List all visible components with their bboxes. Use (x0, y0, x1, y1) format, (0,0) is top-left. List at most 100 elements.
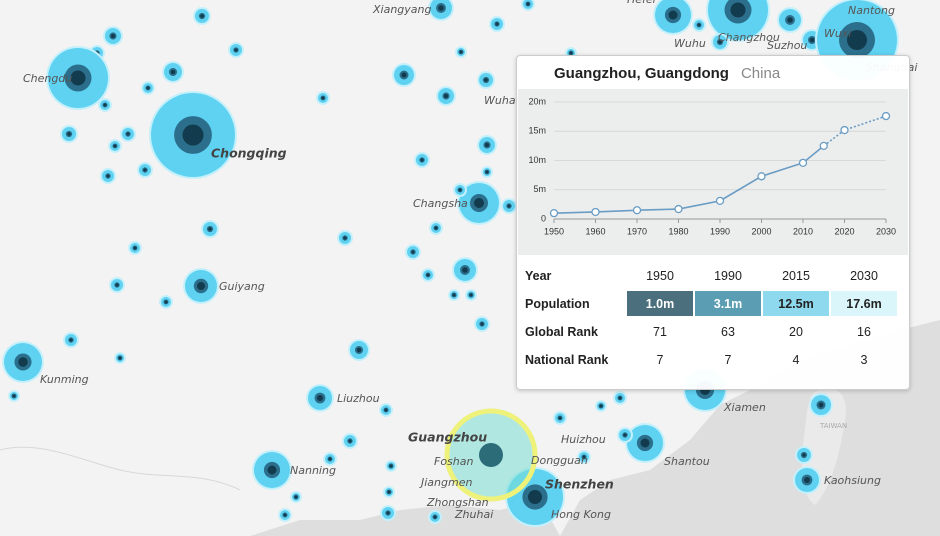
bubble-center (267, 465, 277, 475)
table-row: Population 1.0m 3.1m 12.5m 17.6m (523, 291, 897, 316)
bubble-center (730, 2, 746, 18)
bubble-center (787, 17, 793, 23)
tooltip-country: China (740, 65, 781, 82)
bubble-center (170, 69, 176, 75)
y-tick-label: 0 (541, 213, 546, 223)
city-label: Xiangyang (372, 3, 432, 16)
bubble-center (106, 174, 110, 178)
cell: 1.0m (627, 291, 693, 316)
bubble-center (809, 37, 815, 43)
point (819, 141, 828, 151)
bubble-center (111, 34, 115, 38)
x-tick-label: 1950 (544, 226, 564, 236)
bubble-center (401, 72, 407, 78)
point (674, 204, 683, 214)
x-tick-label: 1990 (710, 226, 730, 236)
cell: 63 (721, 324, 735, 339)
tooltip-table: Year 1950 1990 2015 2030 Population 1.0m 3.1m 12… (521, 260, 899, 375)
point (840, 125, 849, 135)
bubble-center (426, 273, 430, 277)
city-label: Guangzhou (408, 430, 487, 445)
point (632, 206, 642, 215)
bubble-center (804, 477, 810, 483)
tooltip-title: Guangzhou, Guangdong (554, 65, 729, 82)
city-label: Jiangmen (419, 476, 472, 489)
city-label: Nanning (290, 464, 336, 477)
city-label: Chengdu (23, 72, 72, 85)
row-label: Global Rank (525, 324, 598, 339)
bubble-center (569, 51, 573, 55)
table-row: Global Rank 71 63 20 16 (523, 319, 897, 344)
bubble-center (67, 132, 71, 136)
bubble-center (462, 267, 468, 273)
bubble-center (328, 457, 332, 461)
city-label: Wuhan (484, 94, 523, 107)
cell: 3 (860, 352, 868, 367)
bubble-center (558, 416, 562, 420)
x-tick-label: 2010 (793, 226, 813, 236)
bubble-center (343, 236, 347, 240)
x-tick-label: 2000 (751, 226, 771, 236)
bubble-center (146, 86, 150, 90)
bubble-center (411, 250, 415, 254)
city-label: Zhuhai (454, 508, 493, 521)
bubble-center (444, 94, 448, 98)
bubble-center (103, 103, 107, 107)
bubble-center (126, 132, 130, 136)
bubble-center (387, 490, 391, 494)
y-tick-label: 5m (533, 184, 546, 194)
bubble-center (485, 143, 489, 147)
bubble-center (469, 293, 473, 297)
city-label: Wuhu (674, 37, 706, 50)
bubble-center (618, 396, 622, 400)
bubble-center (526, 2, 530, 6)
cell: 7 (656, 352, 664, 367)
bubble-center (452, 293, 456, 297)
point (549, 209, 559, 218)
city-label: Shenzhen (545, 477, 614, 492)
y-tick-label: 10m (528, 155, 546, 165)
city-label: Wuxi (824, 27, 851, 40)
bubble-center (118, 356, 122, 360)
city-label: Kaohsiung (824, 474, 881, 487)
point (757, 172, 766, 181)
line-projected (823, 115, 887, 147)
bubble-center (386, 511, 390, 515)
city-label: Chongqing (211, 146, 287, 161)
city-label: TAIWAN (819, 422, 847, 430)
x-tick-label: 1960 (585, 226, 605, 236)
cell: 12.5m (763, 291, 829, 316)
bubble-center (484, 78, 488, 82)
city-label: Xiamen (723, 401, 766, 414)
bubble-center (321, 96, 325, 100)
bubble-center (668, 10, 678, 20)
bubble-center (434, 226, 438, 230)
line (553, 145, 825, 214)
bubble-center (438, 5, 444, 11)
city-label: Kunming (40, 373, 89, 386)
header-cell: 1990 (714, 268, 742, 283)
bubble-center (802, 453, 806, 457)
bubble-center (599, 404, 603, 408)
city-label: Zhongshan (426, 496, 489, 509)
tooltip-header: Guangzhou, Guangdong China (554, 65, 780, 82)
point (881, 111, 891, 121)
city-label: Shantou (664, 455, 710, 468)
cell: 17.6m (831, 291, 897, 316)
bubble-center (12, 394, 16, 398)
bubble-center (528, 490, 542, 504)
bubble-center (474, 198, 484, 208)
bubble-center (389, 464, 393, 468)
bubble-center (697, 23, 701, 27)
bubble-center (18, 357, 28, 367)
table-header: Year 1950 1990 2015 2030 (523, 263, 897, 288)
bubble-center (70, 70, 86, 86)
city-label: Foshan (434, 455, 474, 468)
header-cell: 2015 (782, 268, 810, 283)
cell: 20 (789, 324, 803, 339)
x-tick-label: 2030 (876, 226, 896, 236)
x-tick-label: 2020 (834, 226, 854, 236)
header-cell: Year (525, 268, 552, 283)
bubble-center (623, 433, 627, 437)
